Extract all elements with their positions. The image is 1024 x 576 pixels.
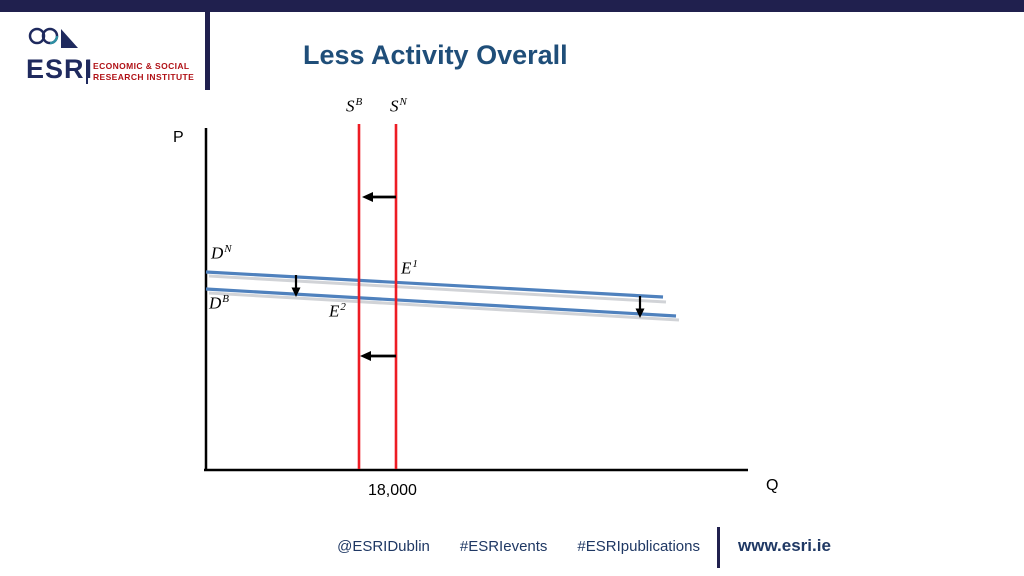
logo-subtitle: ECONOMIC & SOCIAL RESEARCH INSTITUTE <box>93 61 194 84</box>
slide-title: Less Activity Overall <box>303 40 568 70</box>
demand-n-label: DN <box>211 243 232 263</box>
footer-tag-events: #ESRIevents <box>459 538 548 555</box>
supply-shift-arrow-bottom <box>360 351 396 361</box>
footer-social-tags: @ESRIDublin #ESRIevents #ESRIpublication… <box>0 538 700 555</box>
x-axis-label: Q <box>766 477 779 494</box>
logo-subtitle-line2: RESEARCH INSTITUTE <box>93 72 195 83</box>
demand-b-label: DB <box>209 293 230 313</box>
logo-subtitle-line1: ECONOMIC & SOCIAL <box>93 61 190 71</box>
equilibrium-1-label: E1 <box>401 258 418 278</box>
demand-line-dn <box>205 270 664 299</box>
footer-tag-twitter: @ESRIDublin <box>337 538 430 555</box>
demand-line-db-shadow <box>208 291 680 322</box>
equilibrium-2-label: E2 <box>329 301 346 321</box>
supply-b-label: SB <box>346 96 363 116</box>
supply-shift-arrow-top <box>362 192 396 202</box>
footer-tag-publications: #ESRIpublications <box>577 538 700 555</box>
demand-line-db <box>205 287 677 318</box>
y-axis-label: P <box>173 129 184 146</box>
x-axis-tick-label: 18,000 <box>368 482 417 499</box>
demand-shift-arrow-right <box>635 296 645 318</box>
demand-shift-arrow-left <box>291 275 301 297</box>
header-divider <box>205 8 210 90</box>
logo-divider <box>86 60 88 84</box>
footer-divider <box>717 527 720 568</box>
esri-logo-mark <box>28 27 78 48</box>
demand-line-dn-shadow <box>208 274 667 304</box>
logo-acronym: ESRI <box>26 54 94 84</box>
supply-n-label: SN <box>390 96 407 116</box>
esri-logo: ESRI ECONOMIC & SOCIAL RESEARCH INSTITUT… <box>26 24 196 90</box>
footer-website: www.esri.ie <box>738 536 831 555</box>
top-accent-bar <box>0 0 1024 12</box>
